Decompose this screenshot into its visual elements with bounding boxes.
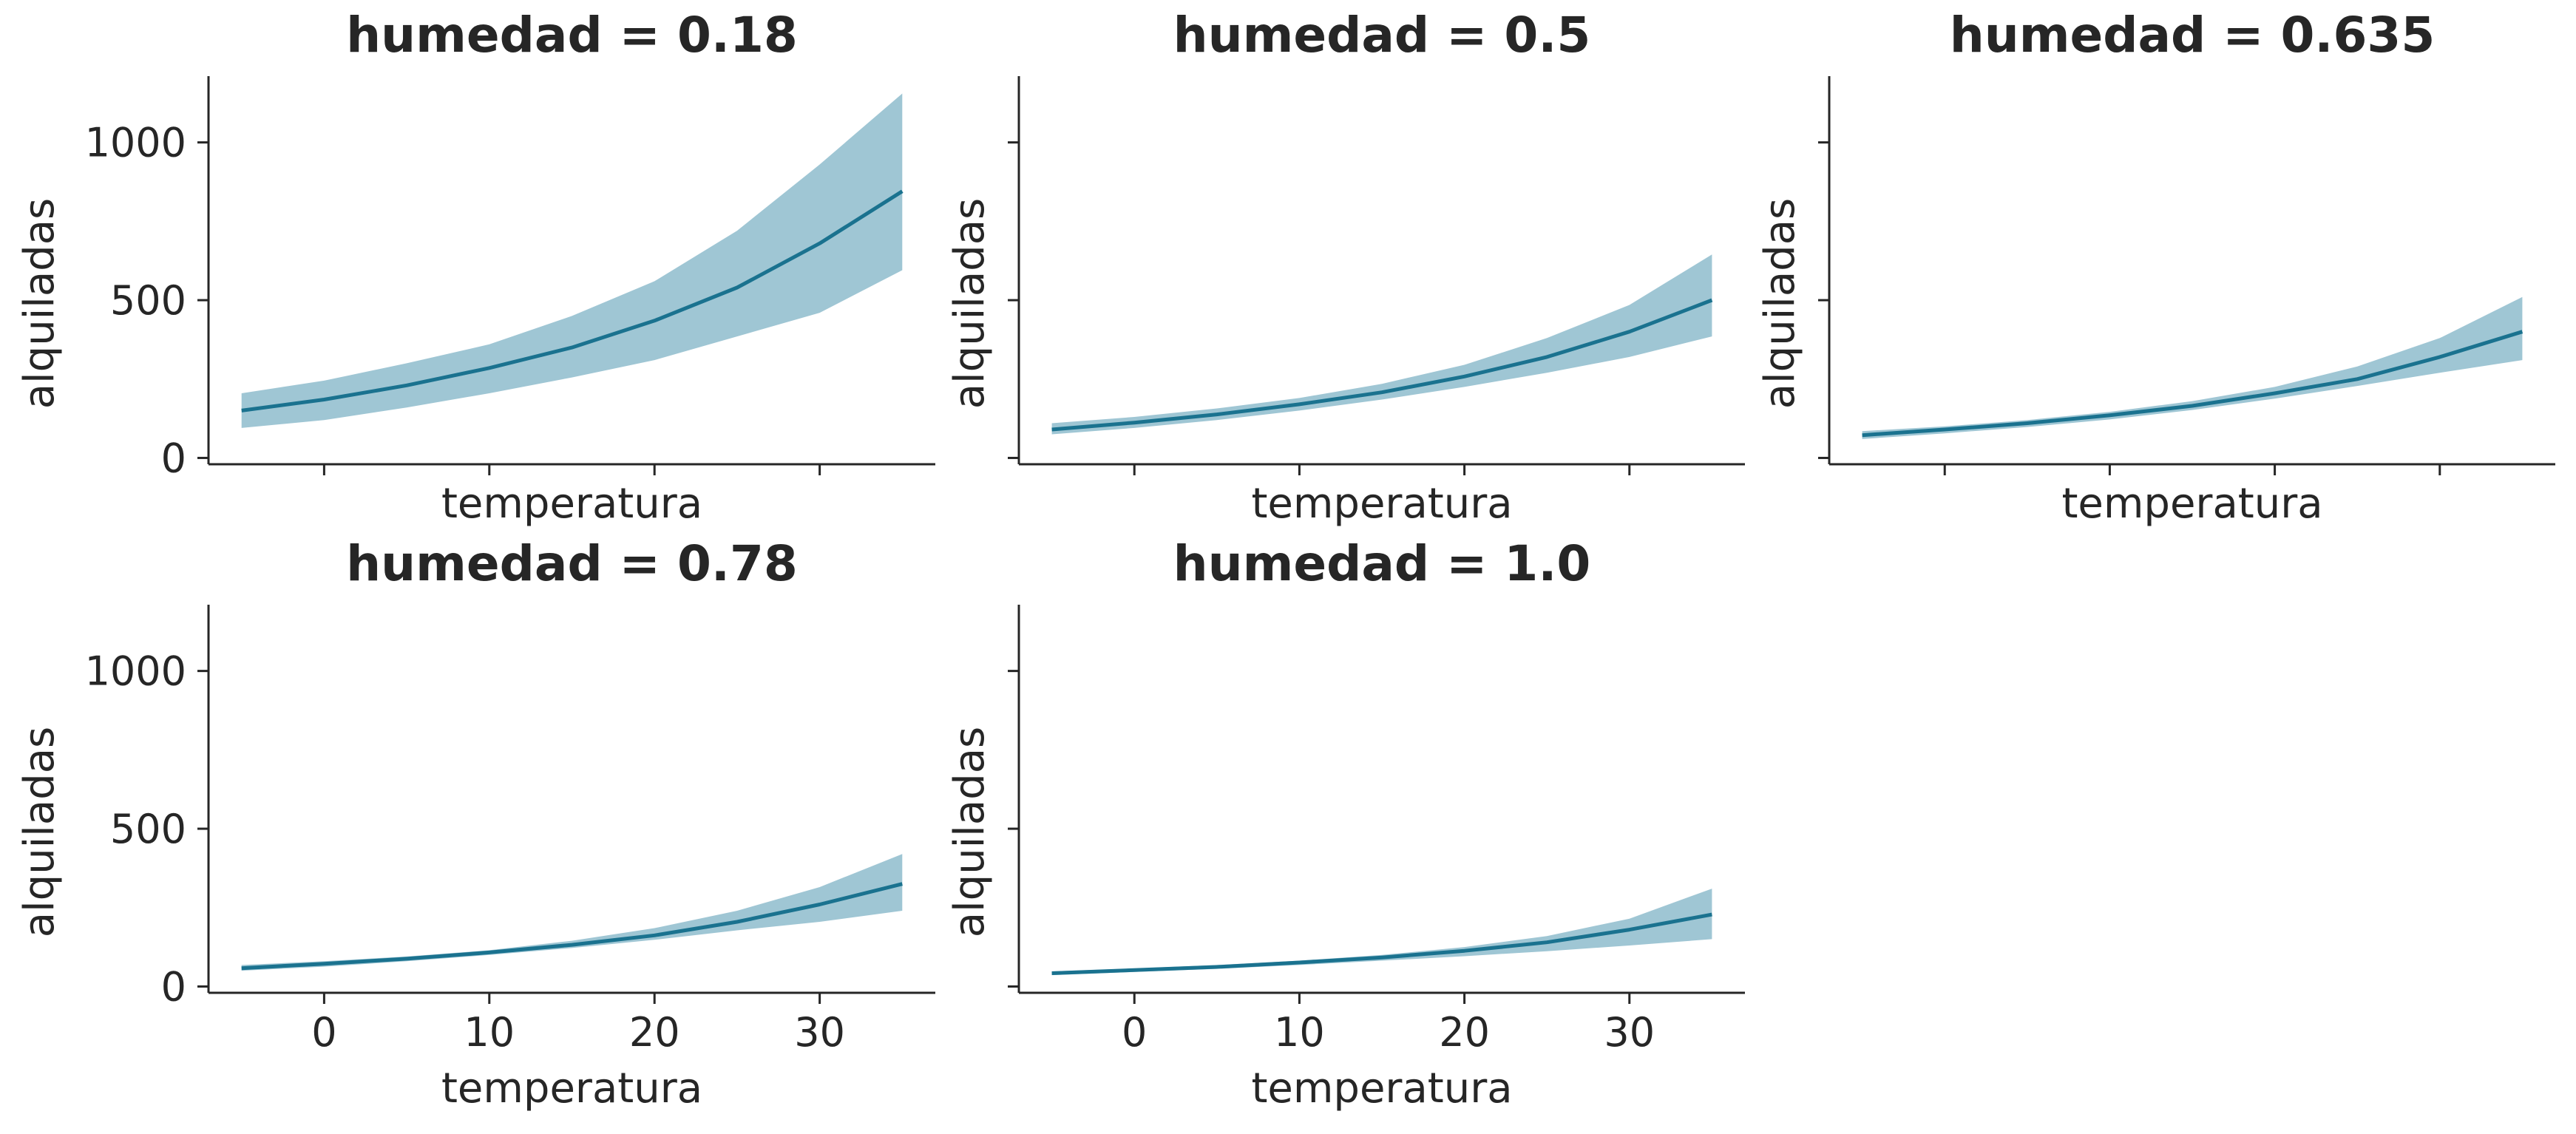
x-tick-label: 10 xyxy=(1274,1009,1325,1056)
x-tick-label: 30 xyxy=(1604,1009,1655,1056)
y-tick-label: 0 xyxy=(161,963,186,1010)
x-axis-label: temperatura xyxy=(441,480,702,528)
x-tick-label: 10 xyxy=(464,1009,515,1056)
panel-title: humedad = 0.18 xyxy=(346,7,798,64)
x-axis-label: temperatura xyxy=(441,1065,702,1113)
y-tick-label: 1000 xyxy=(85,648,186,695)
panel-1: 0 500 1000 humedad = 0.18 temperatura alquila… xyxy=(16,7,935,528)
x-tick-label: 0 xyxy=(311,1009,336,1056)
x-tick-label: 30 xyxy=(794,1009,845,1056)
credible-band xyxy=(1051,254,1712,435)
y-axis-label: alquiladas xyxy=(946,727,994,937)
y-tick-label: 500 xyxy=(110,277,186,324)
x-tick-label: 0 xyxy=(1122,1009,1147,1056)
x-axis-label: temperatura xyxy=(2061,480,2322,528)
panel-5: 0 10 20 30 humedad = 1.0 temperatura alquilada… xyxy=(946,535,1745,1113)
mean-line xyxy=(1051,298,1713,432)
x-tick-label: 20 xyxy=(1439,1009,1490,1056)
y-axis-label: alquiladas xyxy=(1756,198,1804,409)
x-axis-label: temperatura xyxy=(1251,480,1512,528)
y-axis-label: alquiladas xyxy=(16,727,64,937)
panel-title: humedad = 0.635 xyxy=(1950,7,2436,64)
y-tick-label: 1000 xyxy=(85,120,186,166)
credible-band xyxy=(241,93,903,428)
panel-title: humedad = 1.0 xyxy=(1173,535,1591,592)
panel-3: humedad = 0.635 temperatura alquiladas xyxy=(1756,7,2555,528)
panel-4: 0 10 20 30 0 500 1000 humedad = 0.78 temperatura… xyxy=(16,535,935,1113)
x-axis-label: temperatura xyxy=(1251,1065,1512,1113)
panel-title: humedad = 0.5 xyxy=(1173,7,1591,64)
credible-band xyxy=(1862,296,2523,439)
panel-2: humedad = 0.5 temperatura alquiladas xyxy=(946,7,1745,528)
mean-line xyxy=(241,882,903,971)
y-axis-label: alquiladas xyxy=(16,198,64,409)
credible-band xyxy=(241,854,903,971)
y-tick-label: 0 xyxy=(161,435,186,481)
x-tick-label: 20 xyxy=(629,1009,680,1056)
y-axis-label: alquiladas xyxy=(946,198,994,409)
y-tick-label: 500 xyxy=(110,806,186,852)
mean-line xyxy=(1051,912,1712,975)
mean-line xyxy=(1862,330,2524,438)
mean-line xyxy=(241,189,904,412)
panel-title: humedad = 0.78 xyxy=(346,535,798,592)
